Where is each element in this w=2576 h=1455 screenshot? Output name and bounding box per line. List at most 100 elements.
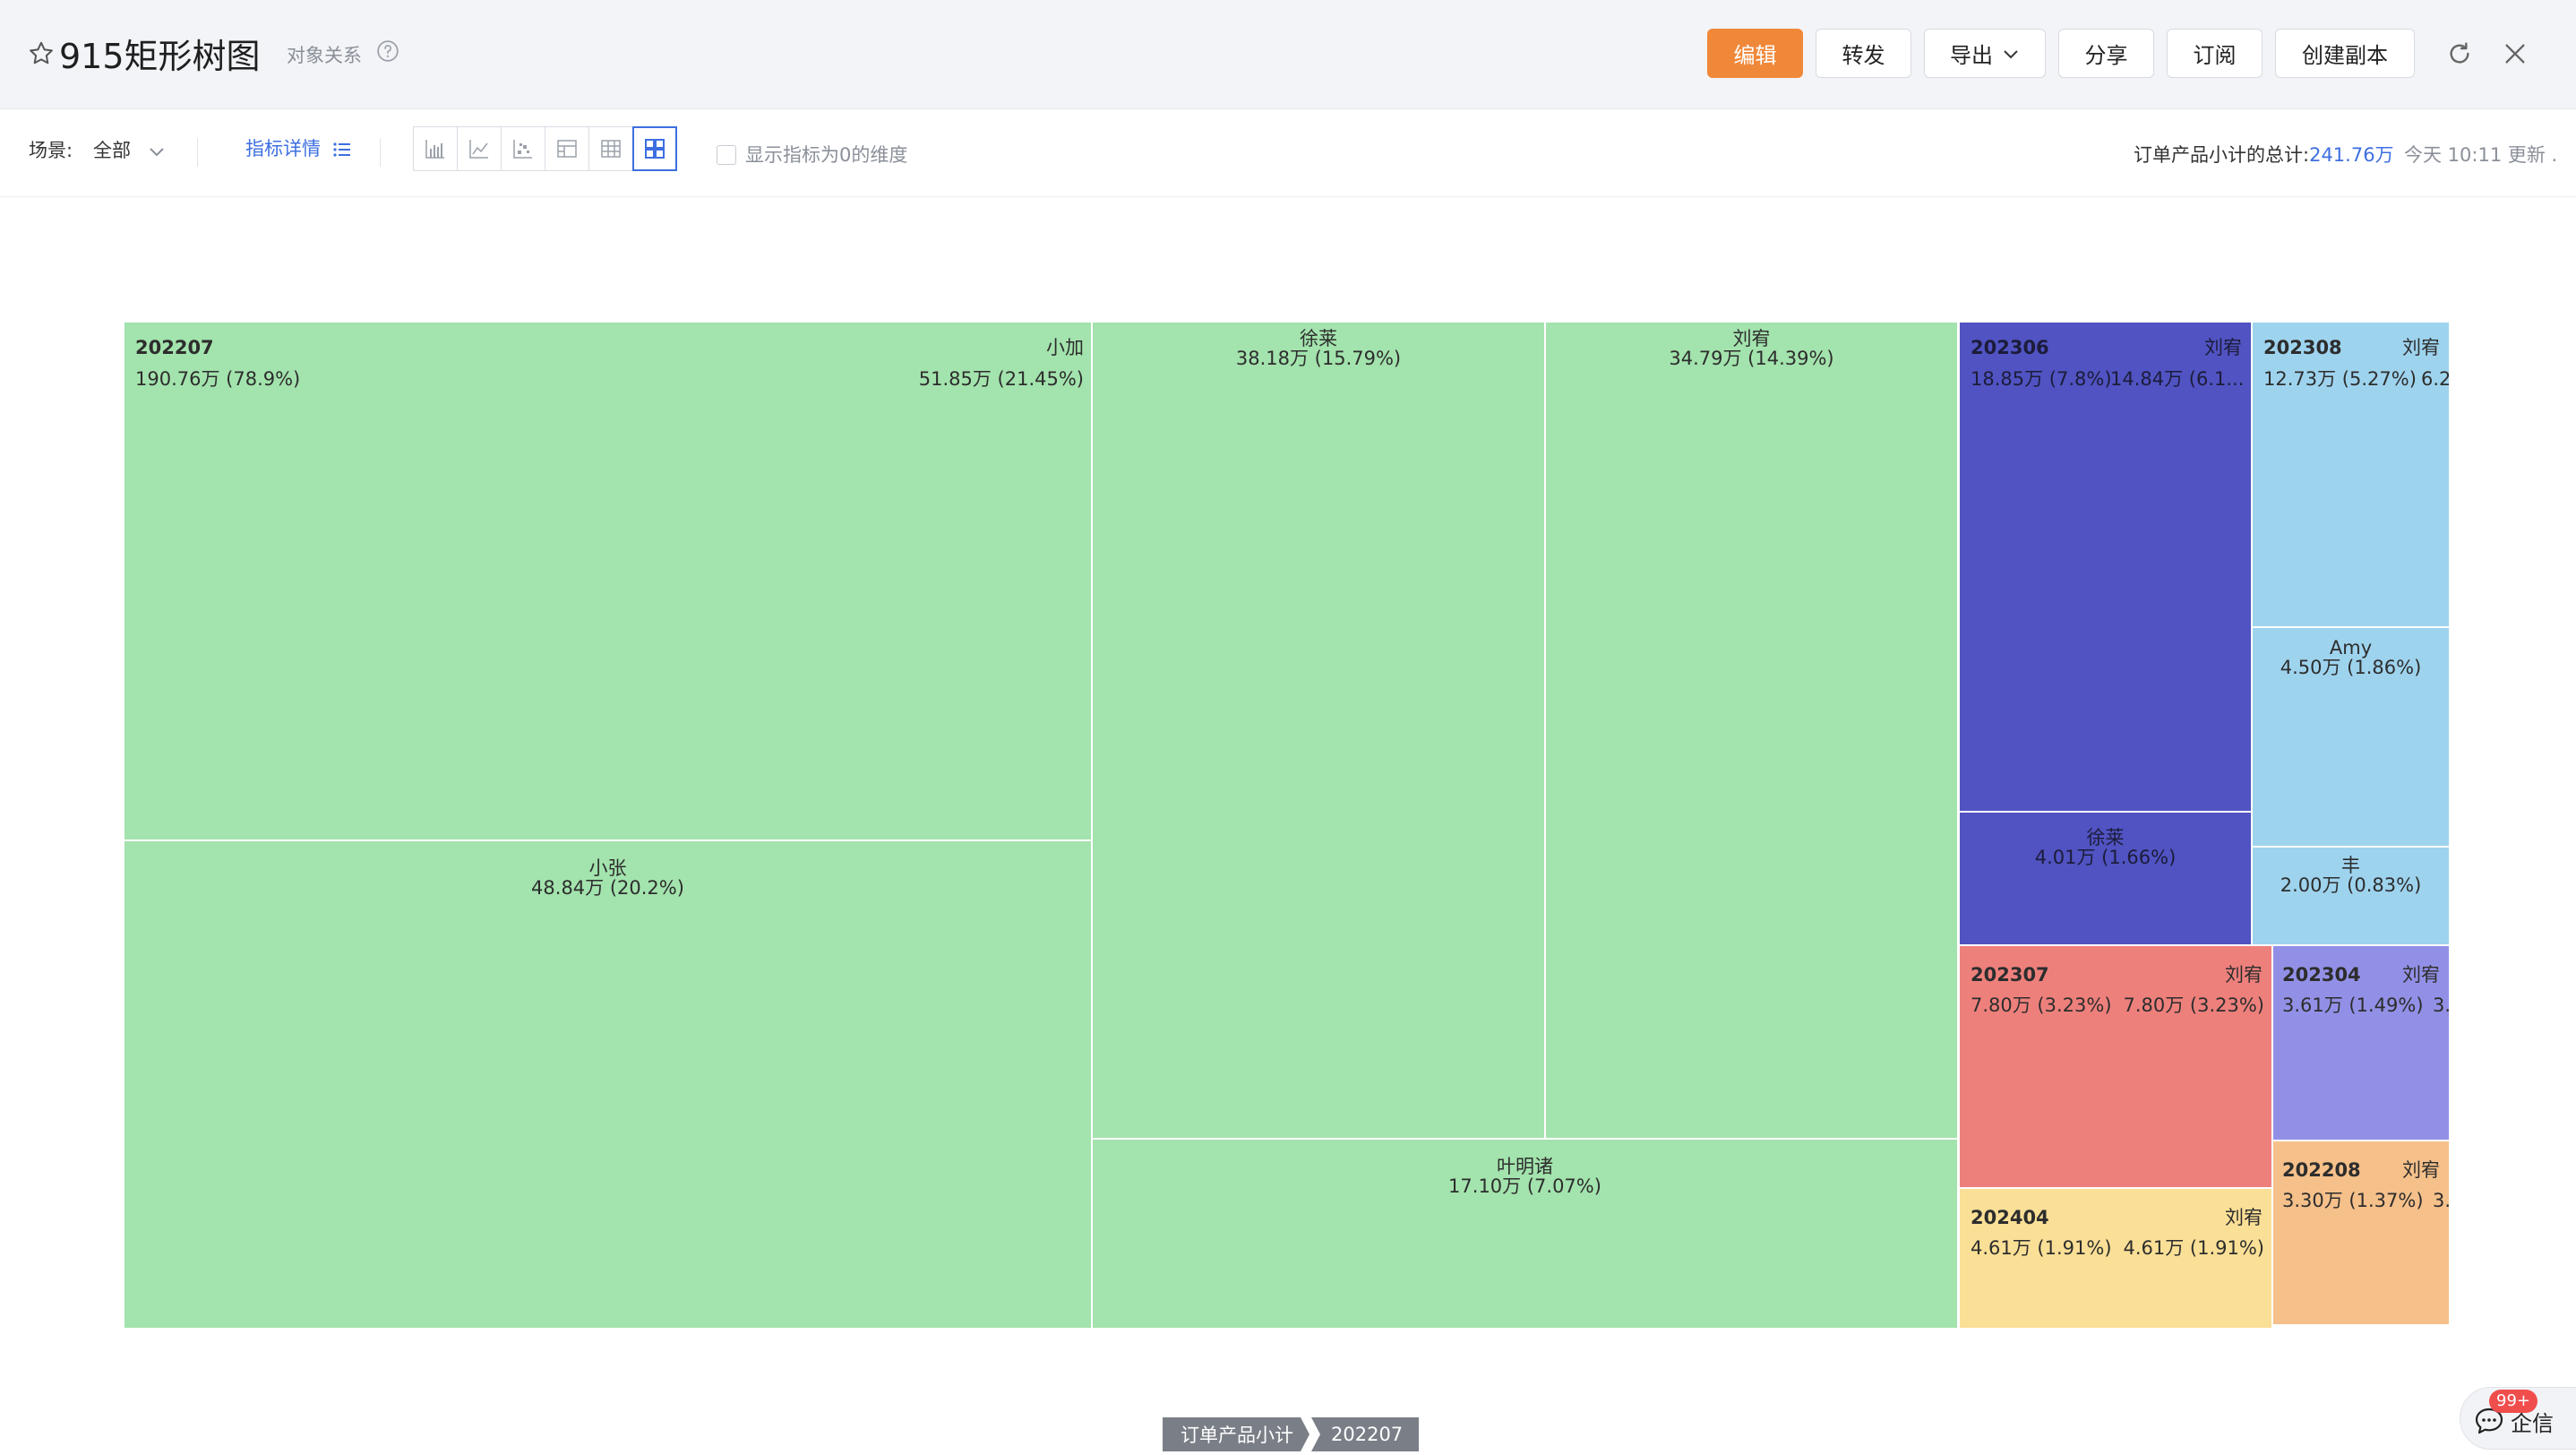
- cell-value: 3.: [2433, 1190, 2451, 1211]
- group-value: 4.61万 (1.91%): [1971, 1237, 2112, 1259]
- show-zero-label: 显示指标为0的维度: [745, 144, 908, 166]
- cell-value: 3.: [2433, 994, 2451, 1016]
- scene-label: 场景:: [29, 140, 73, 161]
- chat-bubble-icon: [2475, 1408, 2503, 1434]
- treemap-cell[interactable]: 徐莱 38.18万 (15.79%): [1091, 321, 1546, 1140]
- cell-value: 4.61万 (1.91%): [2123, 1237, 2264, 1259]
- pivot-table-icon: [557, 140, 577, 158]
- cell-value: 34.79万 (14.39%): [1669, 348, 1834, 369]
- star-icon[interactable]: [27, 39, 56, 68]
- edit-button[interactable]: 编辑: [1707, 29, 1803, 78]
- cell-value: 7.80万 (3.23%): [2123, 994, 2264, 1016]
- group-name: 202307: [1971, 964, 2049, 986]
- treemap-icon: [645, 139, 665, 159]
- scene-value: 全部: [93, 140, 131, 161]
- treemap-cell[interactable]: 徐莱 4.01万 (1.66%): [1958, 811, 2253, 946]
- chat-widget[interactable]: 企信 99+: [2460, 1387, 2576, 1450]
- refresh-icon[interactable]: [2445, 39, 2474, 68]
- table-view-button[interactable]: [588, 126, 633, 171]
- cell-name: 小张: [588, 857, 627, 879]
- total-value: 241.76万: [2309, 144, 2394, 166]
- treemap-cell[interactable]: 202207 190.76万 (78.9%) 小加 51.85万 (21.45%…: [123, 321, 1093, 841]
- group-value: 190.76万 (78.9%): [135, 368, 301, 390]
- group-value: 18.85万 (7.8%): [1971, 368, 2112, 390]
- cell-name: 刘宥: [2402, 1159, 2440, 1181]
- scatter-view-button[interactable]: [501, 126, 545, 171]
- treemap-cell[interactable]: 刘宥 34.79万 (14.39%): [1544, 321, 1959, 1140]
- group-name: 202308: [2263, 337, 2342, 358]
- cell-value: 17.10万 (7.07%): [1448, 1175, 1601, 1197]
- help-icon[interactable]: [376, 39, 399, 63]
- treemap-cell[interactable]: 202307 7.80万 (3.23%) 刘宥 7.80万 (3.23%): [1958, 944, 2273, 1189]
- line-chart-icon: [469, 140, 488, 159]
- pivot-table-view-button[interactable]: [545, 126, 589, 171]
- treemap-view-button[interactable]: [632, 126, 677, 171]
- cell-name: 徐莱: [2086, 827, 2125, 848]
- treemap-cell[interactable]: 202404 4.61万 (1.91%) 刘宥 4.61万 (1.91%): [1958, 1187, 2273, 1330]
- close-icon[interactable]: [2501, 39, 2529, 68]
- cell-value: 4.01万 (1.66%): [2034, 847, 2177, 868]
- chevron-down-icon: [149, 148, 164, 157]
- chat-label: 企信: [2511, 1411, 2554, 1436]
- cell-name: Amy: [2329, 637, 2373, 659]
- treemap-chart: 202207 190.76万 (78.9%) 小加 51.85万 (21.45%…: [0, 197, 2576, 1362]
- treemap-cell[interactable]: 小张 48.84万 (20.2%): [123, 839, 1093, 1330]
- create-copy-button[interactable]: 创建副本: [2275, 29, 2415, 78]
- show-zero-checkbox[interactable]: [717, 145, 736, 165]
- bar-chart-view-button[interactable]: [413, 126, 458, 171]
- cell-name: 刘宥: [2402, 964, 2440, 986]
- total-summary: 订单产品小计的总计:241.76万: [2134, 141, 2394, 168]
- export-dropdown[interactable]: 导出: [1924, 29, 2046, 78]
- group-name: 202306: [1971, 337, 2049, 358]
- treemap-cell[interactable]: 丰 2.00万 (0.83%): [2251, 846, 2451, 946]
- treemap-cell[interactable]: 202304 3.61万 (1.49%) 刘宥 3.: [2271, 944, 2451, 1141]
- group-value: 12.73万 (5.27%): [2263, 368, 2417, 390]
- breadcrumb-current[interactable]: 202207: [1311, 1417, 1420, 1451]
- forward-button[interactable]: 转发: [1816, 29, 1911, 78]
- scene-select[interactable]: 全部: [93, 136, 166, 163]
- divider: [380, 138, 381, 167]
- cell-value: 4.50万 (1.86%): [2280, 657, 2422, 678]
- cell-name: 小加: [1046, 337, 1084, 358]
- divider: [197, 138, 198, 167]
- share-button[interactable]: 分享: [2058, 29, 2154, 78]
- cell-name: 刘宥: [2204, 337, 2242, 358]
- line-chart-view-button[interactable]: [457, 126, 502, 171]
- view-type-switcher: [413, 126, 677, 173]
- cell-name: 刘宥: [2402, 337, 2440, 358]
- cell-value: 51.85万 (21.45%): [918, 368, 1084, 390]
- update-time: 今天 10:11 更新 .: [2404, 144, 2558, 166]
- object-relation-label: 对象关系: [287, 45, 362, 66]
- total-label: 订单产品小计的总计:: [2134, 144, 2310, 166]
- cell-value: 6.2: [2421, 368, 2451, 390]
- scatter-icon: [513, 140, 532, 159]
- cell-value: 2.00万 (0.83%): [2280, 874, 2422, 896]
- group-value: 7.80万 (3.23%): [1971, 994, 2112, 1016]
- treemap-cell[interactable]: 202208 3.30万 (1.37%) 刘宥 3.: [2271, 1140, 2451, 1326]
- treemap-cell[interactable]: 叶明诸 17.10万 (7.07%): [1091, 1138, 1959, 1330]
- page-header: 915矩形树图 对象关系 编辑 转发 导出 分享 订阅 创建副本: [0, 0, 2576, 109]
- chart-toolbar: 场景: 全部 指标详情: [0, 109, 2576, 197]
- cell-name: 刘宥: [2225, 1207, 2263, 1228]
- cell-value: 38.18万 (15.79%): [1235, 348, 1402, 369]
- cell-value: 14.84万 (6.1...: [2110, 368, 2245, 390]
- treemap-cell[interactable]: 202308 12.73万 (5.27%) 刘宥 6.2: [2251, 321, 2451, 628]
- group-name: 202404: [1971, 1207, 2049, 1228]
- metric-detail-link[interactable]: 指标详情: [245, 134, 352, 161]
- page-title: 915矩形树图: [59, 37, 261, 76]
- subscribe-button[interactable]: 订阅: [2167, 29, 2263, 78]
- treemap-cell[interactable]: Amy 4.50万 (1.86%): [2251, 626, 2451, 848]
- group-name: 202304: [2282, 964, 2361, 986]
- group-name: 202208: [2282, 1159, 2361, 1181]
- cell-name: 刘宥: [1732, 328, 1771, 349]
- bar-chart-icon: [425, 140, 444, 159]
- group-value: 3.30万 (1.37%): [2282, 1190, 2424, 1211]
- cell-value: 48.84万 (20.2%): [531, 877, 684, 899]
- cell-name: 刘宥: [2225, 964, 2263, 986]
- group-value: 3.61万 (1.49%): [2282, 994, 2424, 1016]
- breadcrumb-root[interactable]: 订单产品小计: [1163, 1417, 1309, 1451]
- treemap-cell[interactable]: 202306 18.85万 (7.8%) 刘宥 14.84万 (6.1...: [1958, 321, 2253, 813]
- table-icon: [601, 140, 621, 158]
- group-name: 202207: [135, 337, 214, 358]
- chevron-down-icon: [2004, 49, 2018, 58]
